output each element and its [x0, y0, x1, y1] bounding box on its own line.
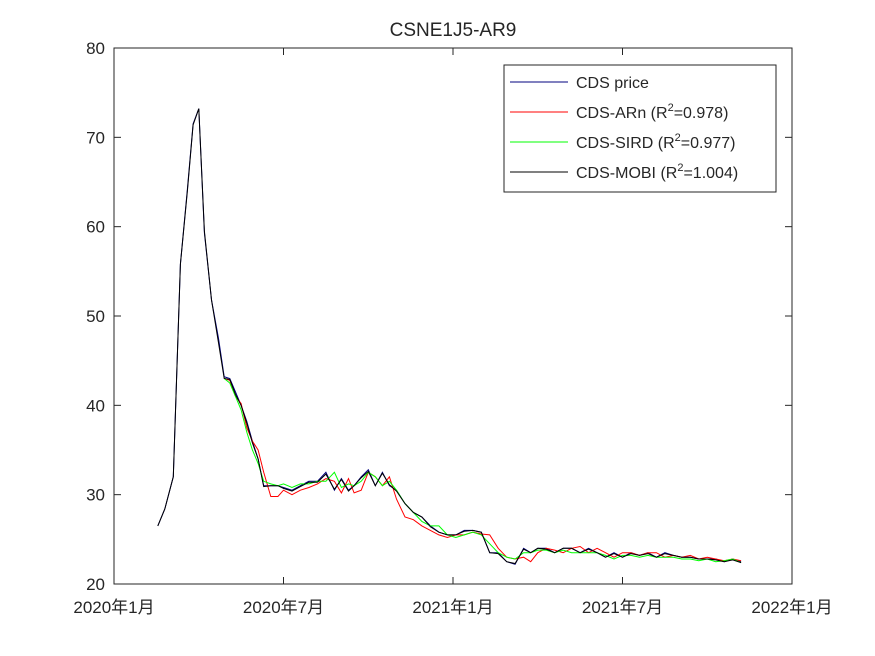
legend: CDS price CDS-ARn (R2=0.978) CDS-SIRD (R2=…	[503, 64, 777, 193]
x-tick-label: 2021年7月	[582, 598, 663, 617]
x-tick-label: 2022年1月	[751, 598, 832, 617]
y-tick-label: 80	[86, 39, 105, 58]
legend-box	[503, 64, 777, 193]
x-tick-label: 2020年1月	[73, 598, 154, 617]
series-layer	[157, 108, 742, 565]
series-line-3	[223, 378, 742, 564]
legend-label-2: CDS-ARn (R2=0.978)	[576, 102, 728, 122]
y-tick-label: 30	[86, 486, 105, 505]
chart-title: CSNE1J5-AR9	[390, 20, 517, 41]
legend-label-3: CDS-SIRD (R2=0.977)	[576, 132, 736, 152]
x-tick-label: 2021年1月	[412, 598, 493, 617]
series-line-4	[157, 108, 742, 565]
x-tick-label: 2020年7月	[243, 598, 324, 617]
y-tick-label: 40	[86, 396, 105, 415]
y-tick-label: 20	[86, 575, 105, 594]
y-tick-label: 50	[86, 307, 105, 326]
legend-label-4: CDS-MOBI (R2=1.004)	[576, 162, 738, 182]
y-tick-label: 70	[86, 128, 105, 147]
y-tick-label: 60	[86, 218, 105, 237]
legend-label-1: CDS price	[576, 75, 649, 92]
axis-ticks: 20 30 40 50 60 70 80 2020年1月 2020年7月 2021年1月 2021年…	[73, 39, 832, 617]
